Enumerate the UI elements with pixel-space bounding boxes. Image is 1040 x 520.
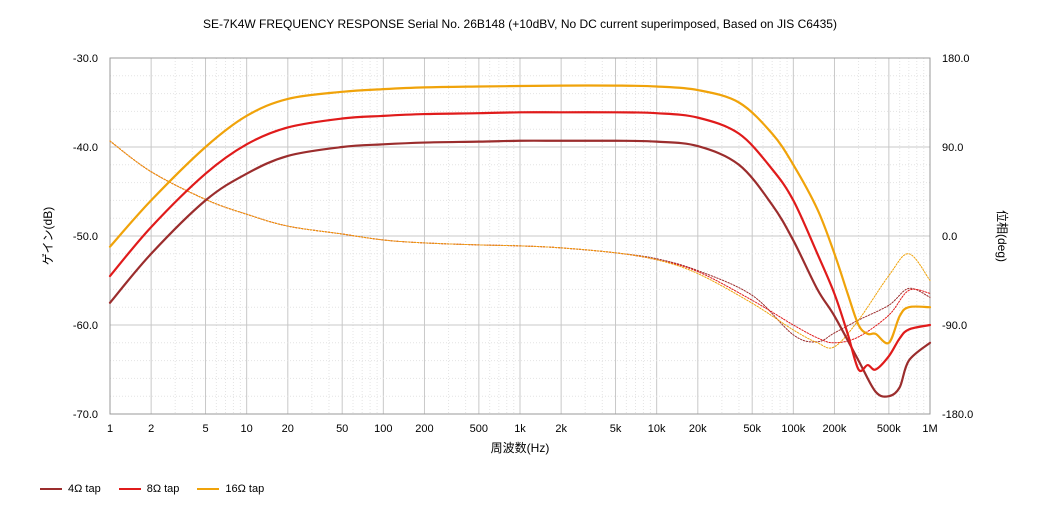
x-tick-label: 50k xyxy=(743,423,761,435)
x-tick-label: 200k xyxy=(823,423,847,435)
y-left-tick-label: -70.0 xyxy=(73,409,98,421)
legend-item-4ohm: 4Ω tap xyxy=(40,483,101,495)
x-tick-label: 20k xyxy=(689,423,707,435)
x-tick-label: 1k xyxy=(514,423,526,435)
y-left-tick-label: -60.0 xyxy=(73,320,98,332)
legend-label-4ohm: 4Ω tap xyxy=(68,483,101,495)
series-line-8-tap xyxy=(108,111,932,373)
x-tick-label: 50 xyxy=(336,423,348,435)
y-left-tick-label: -40.0 xyxy=(73,142,98,154)
x-tick-label: 500k xyxy=(877,423,901,435)
x-tick-label: 10 xyxy=(241,423,253,435)
y-right-tick-label: 180.0 xyxy=(942,53,970,65)
x-tick-label: 20 xyxy=(282,423,294,435)
legend-label-8ohm: 8Ω tap xyxy=(146,483,180,495)
y-axis-right-label: 位相(deg) xyxy=(995,210,1010,262)
series-line-4-tap xyxy=(108,139,932,398)
x-tick-label: 10k xyxy=(648,423,666,435)
x-tick-label: 100k xyxy=(781,423,805,435)
y-axis-left-label: ゲイン(dB) xyxy=(41,207,55,265)
legend-item-8ohm: 8Ω tap xyxy=(118,483,180,495)
y-right-tick-label: 90.0 xyxy=(942,142,963,154)
plot-frame xyxy=(109,57,931,415)
tick-labels: 1 2 5 10 20 50 100 200 500 1k 2k 5k 10k 20k 50k 100k 200… xyxy=(73,53,973,435)
y-right-tick-label: -180.0 xyxy=(942,409,973,421)
x-tick-label: 2 xyxy=(148,423,154,435)
legend-label-16ohm: 16Ω tap xyxy=(225,483,265,495)
legend-item-16ohm: 16Ω tap xyxy=(197,483,264,495)
chart-title: SE-7K4W FREQUENCY RESPONSE Serial No. 26… xyxy=(203,17,837,31)
legend: 4Ω tap 8Ω tap 16Ω tap xyxy=(40,483,264,495)
x-tick-label: 500 xyxy=(470,423,488,435)
x-tick-label: 2k xyxy=(555,423,567,435)
series-line-16-tap xyxy=(108,84,932,345)
series-lines xyxy=(108,84,932,398)
x-tick-label: 5k xyxy=(610,423,622,435)
x-tick-label: 200 xyxy=(415,423,433,435)
y-left-tick-label: -50.0 xyxy=(73,231,98,243)
y-left-tick-label: -30.0 xyxy=(73,53,98,65)
x-tick-label: 5 xyxy=(202,423,208,435)
legend-swatch-8ohm xyxy=(118,488,141,490)
legend-swatch-16ohm xyxy=(197,488,220,490)
x-tick-label: 100 xyxy=(374,423,392,435)
y-right-tick-label: 0.0 xyxy=(942,231,957,243)
series-line-16-phase xyxy=(109,140,931,349)
legend-swatch-4ohm xyxy=(40,488,62,490)
x-axis-label: 周波数(Hz) xyxy=(491,440,550,455)
x-tick-label: 1M xyxy=(922,423,937,435)
x-tick-label: 1 xyxy=(107,423,113,435)
y-right-tick-label: -90.0 xyxy=(942,320,967,332)
